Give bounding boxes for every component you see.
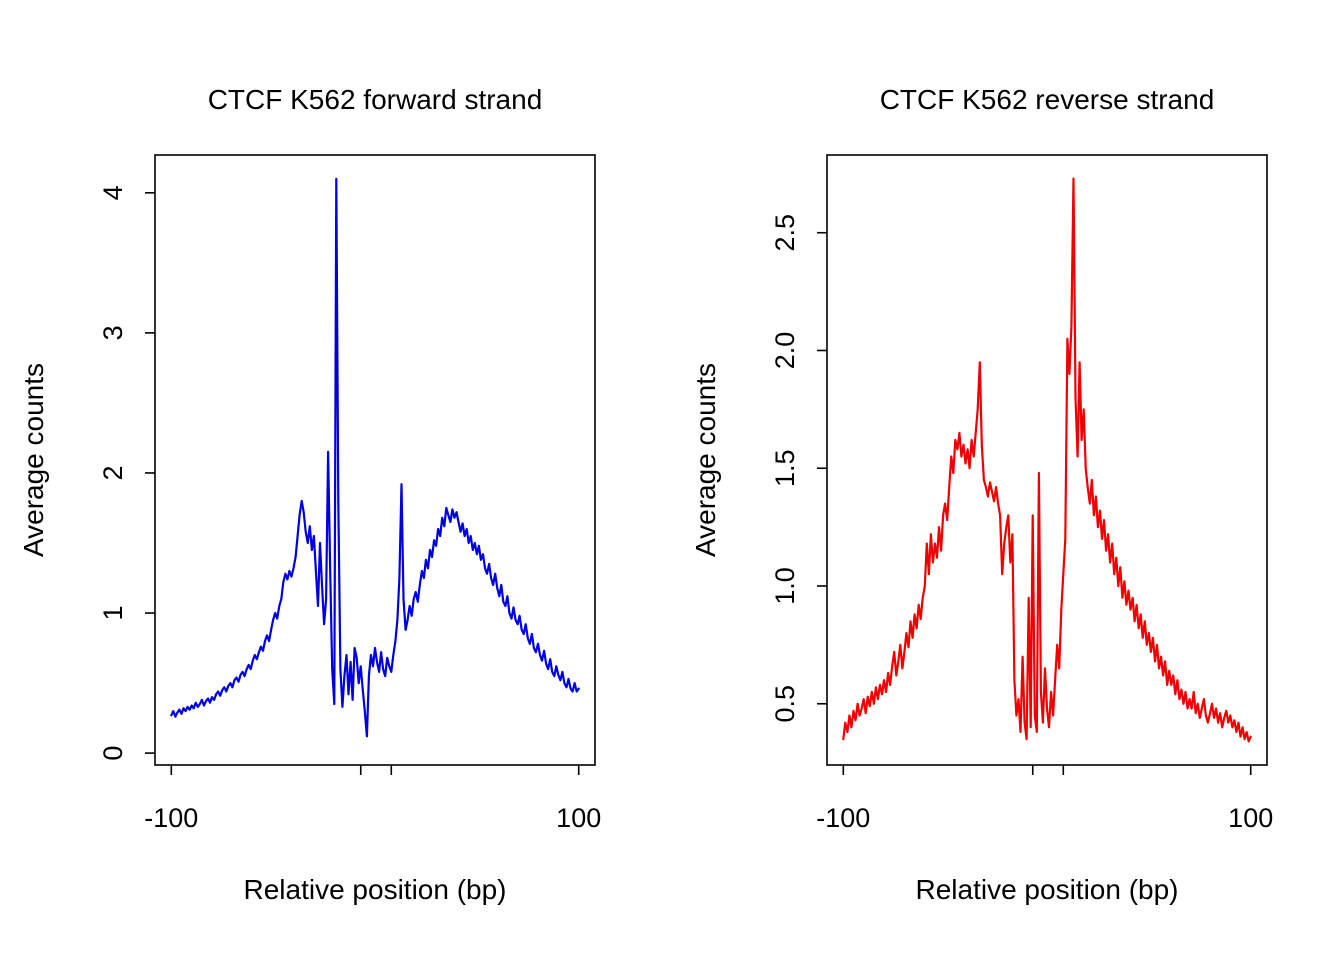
y-tick-label: 2 (98, 465, 128, 480)
x-tick-label: 100 (556, 803, 601, 833)
plot-frame (826, 154, 1268, 766)
y-tick-label: 2.5 (770, 214, 800, 252)
y-tick-label: 2.0 (770, 332, 800, 370)
forward-strand-chart-panel: CTCF K562 forward strand Average counts … (18, 84, 601, 905)
y-tick-label: 1.5 (770, 449, 800, 487)
reverse-x-axis-label: Relative position (bp) (915, 874, 1179, 905)
x-tick-label: -100 (144, 803, 198, 833)
y-tick-label: 0.5 (770, 685, 800, 723)
reverse-profile-line (842, 177, 1252, 743)
reverse-chart-title: CTCF K562 reverse strand (879, 84, 1215, 115)
reverse-line-plot: -100 100 0.5 1.0 1.5 2.0 2.5 (770, 154, 1273, 833)
forward-x-axis-label: Relative position (bp) (243, 874, 507, 905)
x-tick-label: 100 (1228, 803, 1273, 833)
y-tick-label: 4 (98, 185, 128, 200)
x-tick-label: -100 (816, 803, 870, 833)
y-tick-label: 0 (98, 746, 128, 761)
plot-frame (154, 154, 596, 766)
forward-profile-line (170, 177, 580, 738)
forward-line-plot: -100 100 0 1 2 3 4 (98, 154, 601, 833)
forward-chart-title: CTCF K562 forward strand (207, 84, 543, 115)
reverse-strand-chart-panel: CTCF K562 reverse strand Average counts … (672, 0, 1344, 960)
y-tick-label: 3 (98, 325, 128, 340)
y-tick-label: 1 (98, 606, 128, 621)
y-tick-label: 1.0 (770, 567, 800, 605)
